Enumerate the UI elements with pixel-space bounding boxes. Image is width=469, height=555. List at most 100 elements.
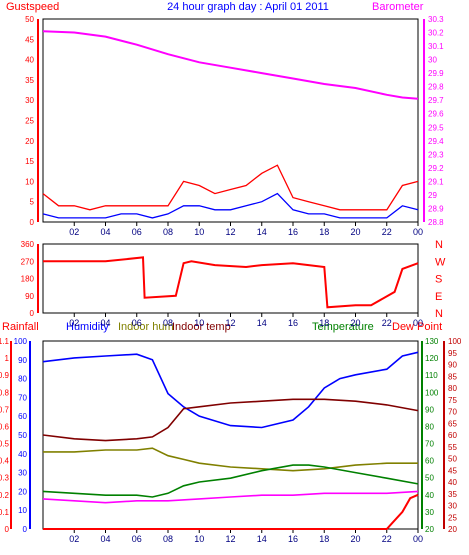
panel1-x-tick-label: 16	[288, 227, 298, 237]
humidity-axis-tick-label: 60	[18, 412, 27, 421]
rainfall-axis-tick-label: 0.5	[0, 440, 10, 449]
barometer-label: Barometer	[372, 1, 424, 13]
humidity-axis-tick-label: 70	[18, 393, 27, 402]
series-gustspeed-line	[42, 164, 419, 211]
panel3-x-tick-label: 22	[382, 534, 392, 544]
panel1-x-tick-label: 06	[132, 227, 142, 237]
gustspeed-label: Gustspeed	[6, 1, 59, 13]
temperature-axis-tick-label: 30	[425, 508, 434, 517]
dewpoint-axis-tick-label: 95	[448, 349, 457, 358]
legend-humidity: Humidity	[66, 321, 109, 333]
dewpoint-axis-tick-label: 70	[448, 408, 457, 417]
series-indoor-hum-line	[43, 447, 418, 472]
dewpoint-axis-tick-label: 80	[448, 384, 457, 393]
dewpoint-axis-tick-label: 40	[448, 478, 457, 487]
gust-axis-tick-label: 10	[25, 177, 34, 186]
rainfall-axis-tick-label: 0.2	[0, 491, 10, 500]
gust-axis-tick-label: 15	[25, 157, 34, 166]
rainfall-axis-tick-label: 0.9	[0, 371, 10, 380]
panel1-x-tick-label: 02	[69, 227, 79, 237]
panel1-x-tick-label: 00	[413, 227, 423, 237]
panel3-x-tick-label: 00	[413, 534, 423, 544]
barometer-axis-tick-label: 29.2	[428, 164, 444, 173]
gust-axis-tick-label: 30	[25, 96, 34, 105]
barometer-axis-tick-label: 29.7	[428, 96, 444, 105]
series-humidity-line	[42, 351, 419, 429]
humidity-axis-tick-label: 40	[18, 450, 27, 459]
panel2-x-tick-label: 20	[350, 318, 360, 328]
compass-label: E	[435, 291, 442, 303]
direction-axis-tick-label: 360	[21, 240, 35, 249]
barometer-axis-tick-label: 30.3	[428, 15, 444, 24]
direction-axis-tick-label: 0	[30, 309, 35, 318]
temperature-axis-tick-label: 40	[425, 491, 434, 500]
barometer-axis-tick-label: 29.1	[428, 177, 444, 186]
dewpoint-axis-tick-label: 50	[448, 455, 457, 464]
humidity-axis-tick-label: 20	[18, 487, 27, 496]
panel2-x-tick-label: 00	[413, 318, 423, 328]
direction-axis-tick-label: 180	[21, 275, 35, 284]
dewpoint-axis-tick-label: 35	[448, 490, 457, 499]
legend-indoor-hum: Indoor hum	[118, 321, 174, 333]
temperature-axis-tick-label: 110	[425, 371, 438, 380]
compass-label: N	[435, 308, 443, 320]
temperature-axis-tick-label: 60	[425, 457, 434, 466]
gust-axis-tick-label: 5	[30, 198, 35, 207]
series-rainfall-line	[43, 493, 419, 530]
panel-direction-frame	[42, 243, 419, 314]
humidity-axis-tick-label: 30	[18, 469, 27, 478]
gust-axis-tick-label: 45	[25, 35, 34, 44]
panel3-x-tick-label: 18	[319, 534, 329, 544]
panel2-x-tick-label: 06	[132, 318, 142, 328]
panel-humidity-temp-frame	[42, 340, 419, 530]
panel2-x-tick-label: 12	[225, 318, 235, 328]
dewpoint-axis-tick-label: 65	[448, 419, 457, 428]
series-dew-point-line	[42, 490, 419, 504]
gust-axis-tick-label: 50	[25, 15, 34, 24]
rainfall-axis-tick-label: 0.6	[0, 422, 10, 431]
humidity-axis-tick-label: 50	[18, 431, 27, 440]
gust-axis-tick-label: 35	[25, 76, 34, 85]
gust-axis-tick-label: 20	[25, 137, 34, 146]
dewpoint-axis-tick-label: 100	[448, 337, 462, 346]
barometer-axis-tick-label: 30.2	[428, 29, 444, 38]
panel1-x-tick-label: 18	[319, 227, 329, 237]
dewpoint-axis-tick-label: 85	[448, 372, 457, 381]
barometer-axis-tick-label: 29.6	[428, 110, 444, 119]
legend-rainfall: Rainfall	[2, 321, 39, 333]
panel2-x-tick-label: 02	[69, 318, 79, 328]
humidity-axis-tick-label: 90	[18, 356, 27, 365]
panel2-x-tick-label: 14	[257, 318, 267, 328]
panel3-x-tick-label: 16	[288, 534, 298, 544]
compass-label: W	[435, 256, 446, 268]
humidity-axis-tick-label: 80	[18, 375, 27, 384]
gust-axis-tick-label: 0	[30, 218, 35, 227]
panel3-x-tick-label: 02	[69, 534, 79, 544]
barometer-axis-tick-label: 29.5	[428, 123, 444, 132]
series-windspeed-line	[42, 192, 419, 219]
barometer-axis-tick-label: 28.8	[428, 218, 444, 227]
panel1-x-tick-label: 04	[100, 227, 110, 237]
humidity-axis-tick-label: 100	[14, 337, 28, 346]
legend-indoor-temp: Indoor temp	[172, 321, 231, 333]
panel3-x-tick-label: 04	[100, 534, 110, 544]
rainfall-axis-tick-label: 1	[5, 354, 10, 363]
dewpoint-axis-tick-label: 60	[448, 431, 457, 440]
compass-label: S	[435, 274, 442, 286]
dewpoint-axis-tick-label: 25	[448, 513, 457, 522]
series-barometer-line	[42, 30, 419, 100]
panel3-x-tick-label: 10	[194, 534, 204, 544]
panel1-x-tick-label: 08	[163, 227, 173, 237]
temperature-axis-tick-label: 70	[425, 440, 434, 449]
series-wind-direction-line	[43, 256, 419, 309]
chart-title: 24 hour graph day : April 01 2011	[167, 1, 329, 13]
rainfall-axis-tick-label: 0.8	[0, 388, 10, 397]
rainfall-axis-tick-label: 0.7	[0, 405, 10, 414]
temperature-axis-tick-label: 120	[425, 354, 439, 363]
humidity-axis-tick-label: 0	[23, 525, 28, 534]
panel-wind-baro-frame	[42, 18, 419, 223]
panel1-x-tick-label: 12	[225, 227, 235, 237]
temperature-axis-tick-label: 80	[425, 422, 434, 431]
panel2-x-tick-label: 10	[194, 318, 204, 328]
panel2-x-tick-label: 16	[288, 318, 298, 328]
